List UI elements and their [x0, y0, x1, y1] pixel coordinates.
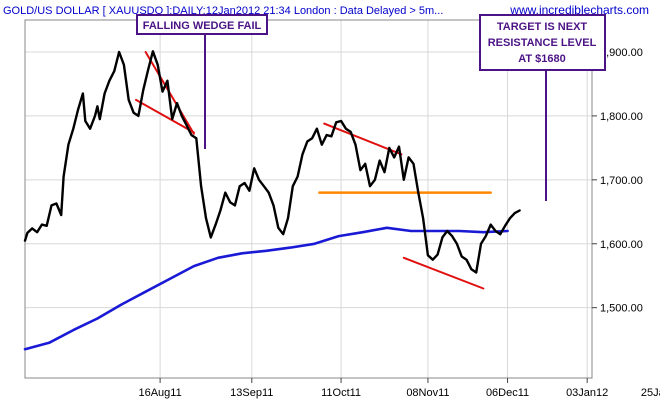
x-tick-label: 13Sep11: [230, 387, 273, 399]
y-axis-ticks: 1,500.00 1,600.00 1,700.00 1,800.00 1,900.00: [592, 47, 643, 315]
falling-wedge-box: [136, 14, 268, 35]
y-tick-label: 1,600.00: [600, 239, 643, 251]
x-tick-label: 16Aug11: [138, 387, 181, 399]
wedge-trendline: [402, 256, 485, 290]
chart-title: GOLD/US DOLLAR [ XAUUSDO ]:DAILY:12Jan20…: [3, 5, 443, 17]
target-label-line-3: AT $1680: [518, 53, 566, 65]
target-annotation: TARGET IS NEXT RESISTANCE LEVEL AT $1680: [479, 14, 606, 201]
x-axis-ticks: 16Aug11 13Sep11 11Oct11 08Nov11 06Dec11 03Jan…: [138, 378, 660, 399]
price-line: [23, 50, 521, 274]
gridlines: [25, 20, 592, 378]
target-label-line-2: RESISTANCE LEVEL: [488, 37, 597, 49]
series-layer: [23, 50, 521, 351]
x-tick-label: 06Dec11: [486, 387, 529, 399]
site-watermark: www.incrediblecharts.com: [509, 3, 649, 17]
x-tick-label: 03Jan12: [566, 387, 608, 399]
falling-wedge-annotation: FALLING WEDGE FAIL: [136, 14, 268, 149]
wedge-trendline: [135, 98, 195, 134]
y-tick-label: 1,900.00: [600, 47, 643, 59]
y-tick-label: 1,700.00: [600, 175, 643, 187]
x-tick-label: 11Oct11: [321, 387, 361, 399]
target-box: [479, 14, 606, 71]
target-label-line-1: TARGET IS NEXT: [497, 21, 588, 33]
moving-average-line: [23, 226, 509, 351]
y-tick-label: 1,500.00: [600, 303, 643, 315]
y-tick-label: 1,800.00: [600, 111, 643, 123]
x-tick-label: 08Nov11: [406, 387, 449, 399]
plot-frame: [24, 19, 593, 379]
x-tick-label: 25Jan12: [641, 387, 660, 399]
falling-wedge-label: FALLING WEDGE FAIL: [143, 20, 262, 32]
